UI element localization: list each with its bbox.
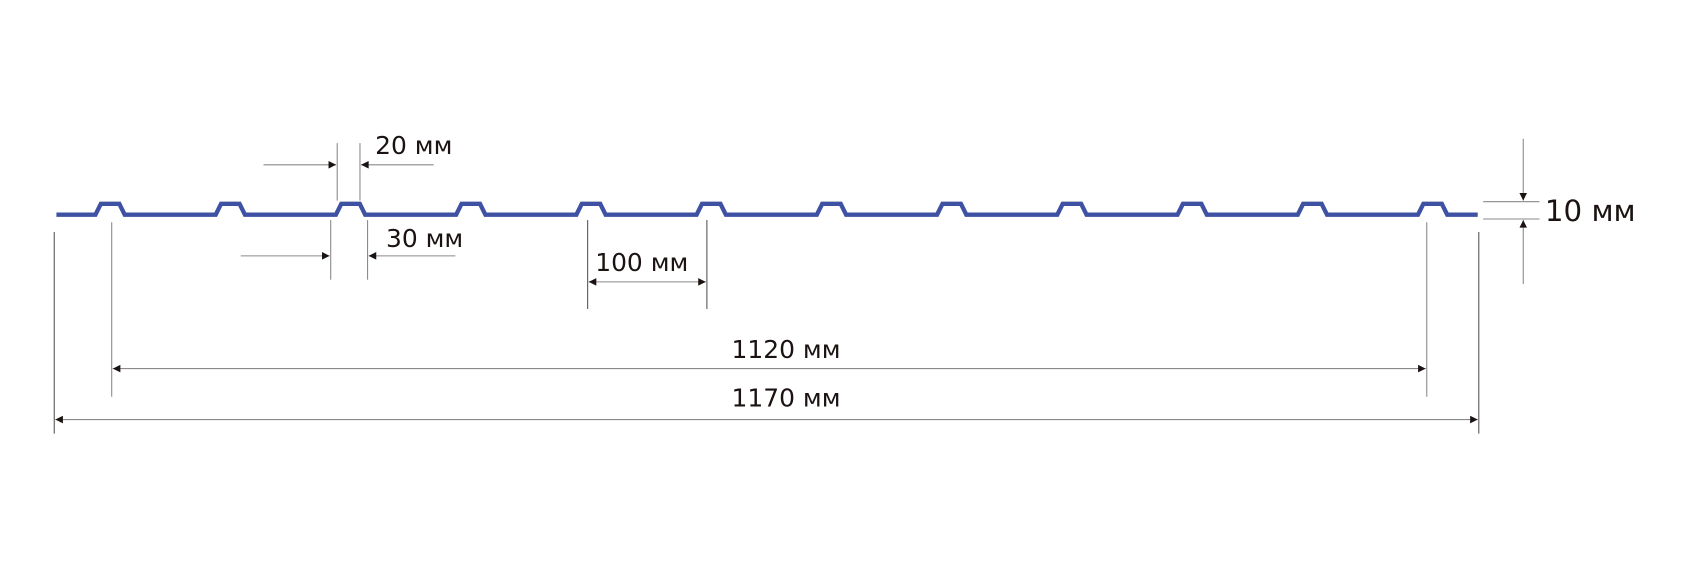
dimension-total-width: 1170 мм: [53, 232, 1480, 434]
dimension-rib-base: 30 мм: [240, 220, 463, 280]
dimension-rib-height: 10 мм: [1483, 138, 1636, 285]
dimension-rib-pitch: 100 мм: [587, 220, 708, 309]
rib-height-label: 10 мм: [1545, 194, 1636, 228]
rib-pitch-label: 100 мм: [595, 248, 688, 277]
useful-width-label: 1120 мм: [732, 335, 841, 364]
profile-outline: [56, 201, 1478, 217]
rib-base-width-label: 30 мм: [386, 224, 463, 253]
rib-top-width-label: 20 мм: [375, 131, 452, 160]
dimension-rib-top: 20 мм: [263, 131, 452, 201]
total-width-label: 1170 мм: [732, 384, 841, 413]
dimension-useful-width: 1120 мм: [111, 222, 1428, 397]
